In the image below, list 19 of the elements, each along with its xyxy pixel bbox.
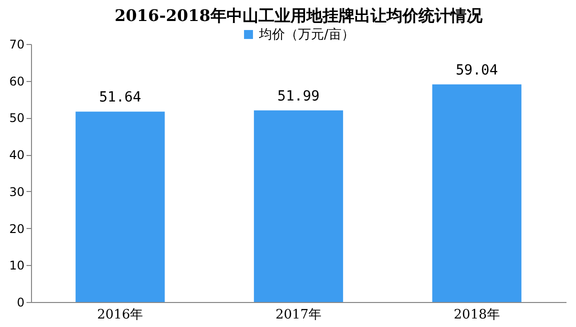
y-tick-label: 60 — [9, 74, 24, 88]
x-tick-label: 2016年 — [97, 308, 144, 322]
y-tick-label: 70 — [9, 38, 24, 52]
x-tick-label: 2017年 — [275, 308, 322, 322]
y-tick-label: 30 — [9, 184, 24, 199]
bar — [432, 84, 522, 302]
y-tick-label: 0 — [16, 296, 24, 310]
y-tick-label: 20 — [9, 222, 24, 236]
chart-title: 2016-2018年中山工业用地挂牌出让均价统计情况 — [114, 6, 484, 25]
y-tick-label: 40 — [9, 148, 24, 162]
bar — [254, 110, 344, 302]
bar — [76, 112, 165, 302]
y-tick-label: 10 — [9, 258, 24, 273]
x-tick-label: 2018年 — [454, 308, 500, 322]
data-label: 51.99 — [277, 88, 320, 104]
data-label: 51.64 — [99, 90, 142, 106]
legend-label: 均价（万元/亩） — [258, 26, 354, 42]
y-tick-label: 50 — [9, 111, 24, 126]
data-label: 59.04 — [456, 62, 498, 78]
